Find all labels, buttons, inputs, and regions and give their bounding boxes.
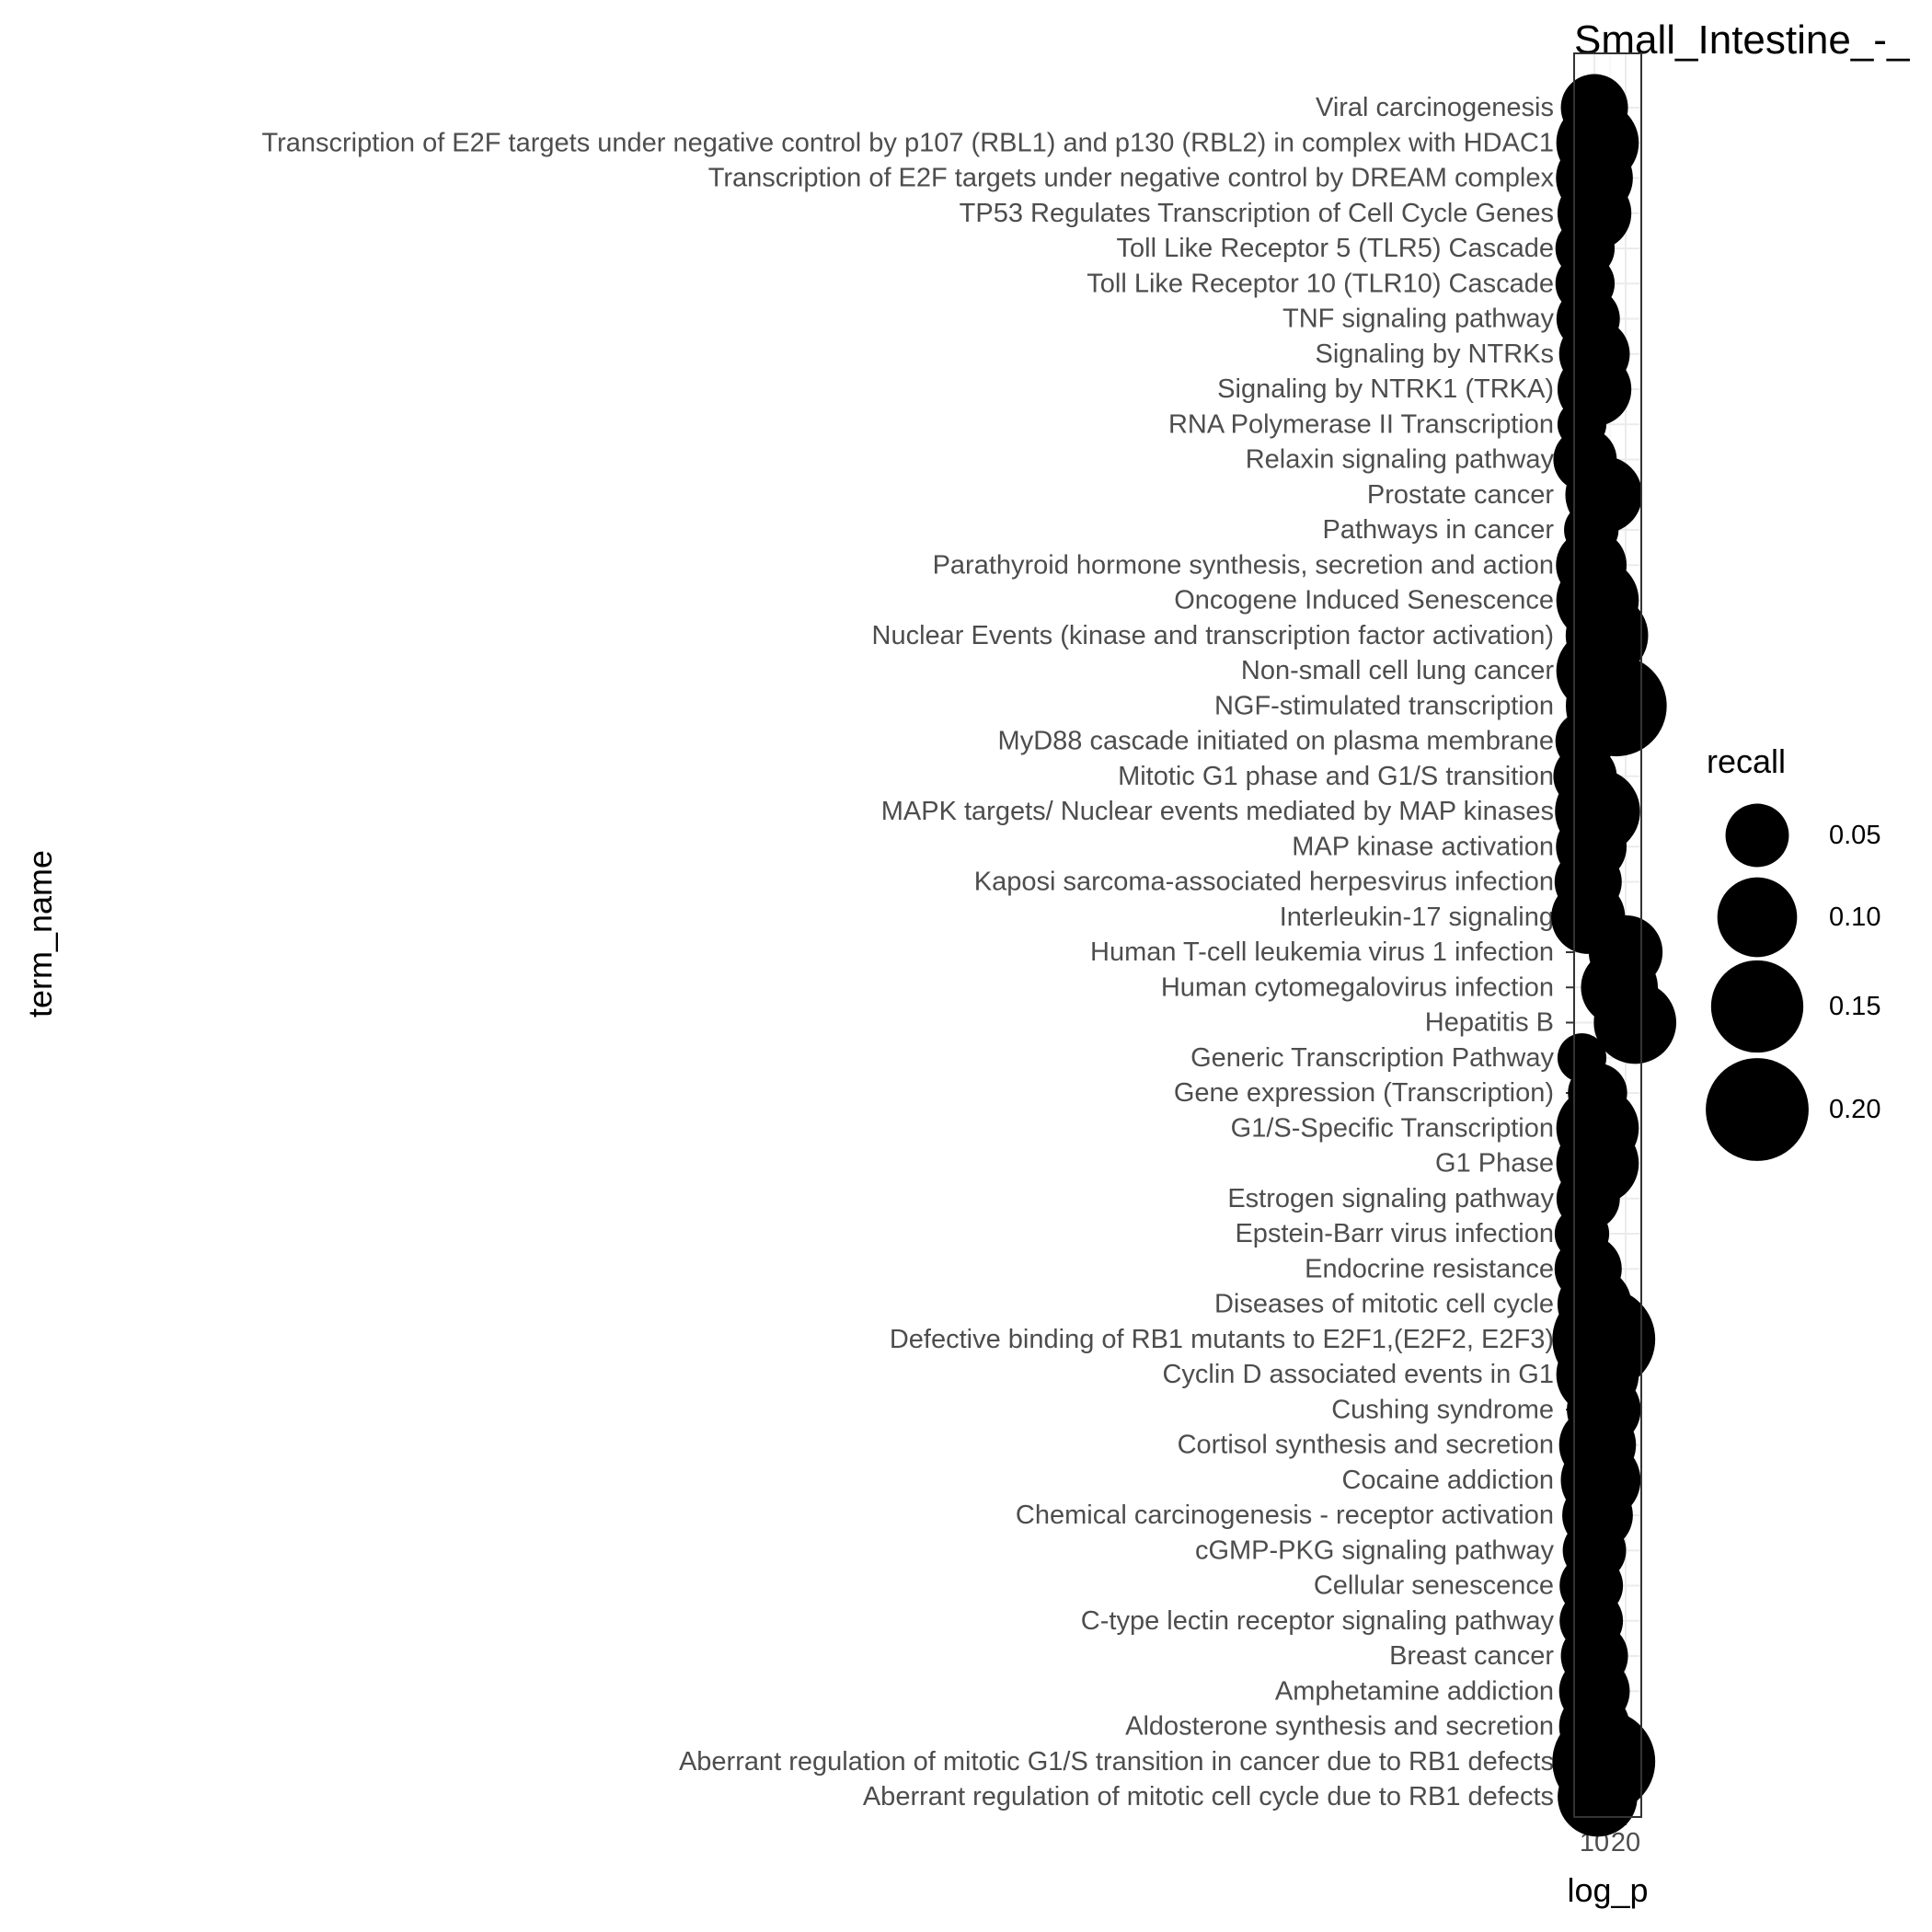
y-tick-label: Breast cancer bbox=[1389, 1641, 1554, 1671]
y-tick-label: C-type lectin receptor signaling pathway bbox=[1081, 1606, 1555, 1636]
y-tick-label: Gene expression (Transcription) bbox=[1174, 1078, 1554, 1108]
y-tick-label: Transcription of E2F targets under negat… bbox=[708, 164, 1555, 193]
y-tick-label: NGF-stimulated transcription bbox=[1214, 691, 1554, 720]
y-tick-label: Viral carcinogenesis bbox=[1316, 93, 1554, 122]
y-tick-label: Human T-cell leukemia virus 1 infection bbox=[1090, 937, 1554, 967]
y-tick-label: Prostate cancer bbox=[1367, 480, 1554, 510]
x-axis-title: log_p bbox=[1567, 1871, 1648, 1909]
y-tick-label: Aldosterone synthesis and secretion bbox=[1125, 1712, 1554, 1742]
legend-label: 0.20 bbox=[1829, 1095, 1880, 1124]
y-tick-label: Signaling by NTRK1 (TRKA) bbox=[1217, 374, 1554, 404]
y-tick-label: Aberrant regulation of mitotic G1/S tran… bbox=[679, 1747, 1554, 1777]
y-tick-label: Endocrine resistance bbox=[1305, 1254, 1554, 1283]
y-tick-label: Cocaine addiction bbox=[1341, 1466, 1554, 1495]
y-tick-label: MAPK targets/ Nuclear events mediated by… bbox=[881, 797, 1554, 826]
y-tick-label: Interleukin-17 signaling bbox=[1280, 903, 1554, 932]
y-tick-label: G1 Phase bbox=[1435, 1149, 1554, 1179]
y-tick-label: Relaxin signaling pathway bbox=[1246, 445, 1555, 475]
y-tick-label: Diseases of mitotic cell cycle bbox=[1214, 1290, 1554, 1319]
legend-key bbox=[1706, 1058, 1809, 1161]
legend-key bbox=[1717, 877, 1798, 958]
y-tick-label: Cellular senescence bbox=[1314, 1571, 1554, 1601]
y-tick-label: Epstein-Barr virus infection bbox=[1235, 1219, 1554, 1248]
y-tick-label: MAP kinase activation bbox=[1292, 832, 1554, 861]
y-tick-label: Non-small cell lung cancer bbox=[1241, 656, 1554, 685]
y-axis-title: term_name bbox=[21, 850, 59, 1018]
y-tick-label: Mitotic G1 phase and G1/S transition bbox=[1118, 762, 1554, 791]
y-tick-label: Toll Like Receptor 5 (TLR5) Cascade bbox=[1117, 234, 1554, 263]
y-tick-label: Estrogen signaling pathway bbox=[1227, 1184, 1554, 1213]
y-tick-label: Kaposi sarcoma-associated herpesvirus in… bbox=[974, 868, 1554, 897]
x-tick-label: 20 bbox=[1611, 1828, 1640, 1857]
y-tick-label: Aberrant regulation of mitotic cell cycl… bbox=[863, 1782, 1554, 1811]
y-tick-label: Transcription of E2F targets under negat… bbox=[261, 128, 1554, 157]
y-tick-label: TNF signaling pathway bbox=[1282, 305, 1554, 334]
legend-key bbox=[1710, 960, 1804, 1053]
y-tick-label: Parathyroid hormone synthesis, secretion… bbox=[933, 550, 1554, 580]
y-tick-label: Cortisol synthesis and secretion bbox=[1178, 1431, 1554, 1460]
legend-title: recall bbox=[1707, 742, 1786, 780]
y-tick-label: cGMP-PKG signaling pathway bbox=[1195, 1535, 1555, 1565]
y-tick-label: Human cytomegalovirus infection bbox=[1161, 972, 1554, 1002]
y-tick-label: Toll Like Receptor 10 (TLR10) Cascade bbox=[1087, 269, 1554, 298]
y-axis: Viral carcinogenesis Transcription of E2F… bbox=[261, 93, 1574, 1811]
plot-panel-border bbox=[1573, 52, 1642, 1818]
y-tick-label: Cyclin D associated events in G1 bbox=[1162, 1360, 1554, 1389]
legend-label: 0.05 bbox=[1829, 821, 1880, 850]
y-tick-label: Generic Transcription Pathway bbox=[1190, 1043, 1554, 1073]
y-tick-label: Pathways in cancer bbox=[1323, 515, 1555, 545]
y-tick-label: Hepatitis B bbox=[1425, 1008, 1554, 1038]
y-tick-label: TP53 Regulates Transcription of Cell Cyc… bbox=[960, 199, 1554, 228]
y-tick-label: Oncogene Induced Senescence bbox=[1174, 586, 1554, 615]
legend-label: 0.15 bbox=[1829, 992, 1880, 1021]
y-tick-label: G1/S-Specific Transcription bbox=[1231, 1113, 1554, 1143]
legend-label: 0.10 bbox=[1829, 903, 1880, 932]
y-tick-label: RNA Polymerase II Transcription bbox=[1168, 409, 1554, 439]
data-point bbox=[1558, 1756, 1638, 1837]
data-points bbox=[1551, 74, 1677, 1837]
y-tick-label: MyD88 cascade initiated on plasma membra… bbox=[998, 727, 1554, 756]
legend-key bbox=[1725, 803, 1789, 868]
y-tick-label: Chemical carcinogenesis - receptor activ… bbox=[1016, 1501, 1554, 1530]
y-tick-label: Amphetamine addiction bbox=[1275, 1676, 1554, 1706]
y-tick-label: Cushing syndrome bbox=[1331, 1395, 1554, 1424]
y-tick-label: Signaling by NTRKs bbox=[1316, 339, 1555, 369]
y-tick-label: Defective binding of RB1 mutants to E2F1… bbox=[890, 1325, 1554, 1354]
y-tick-label: Nuclear Events (kinase and transcription… bbox=[872, 621, 1554, 650]
size-legend: recall 0.05 0.10 0.15 0.20 bbox=[1706, 742, 1880, 1161]
data-point bbox=[1593, 981, 1677, 1064]
